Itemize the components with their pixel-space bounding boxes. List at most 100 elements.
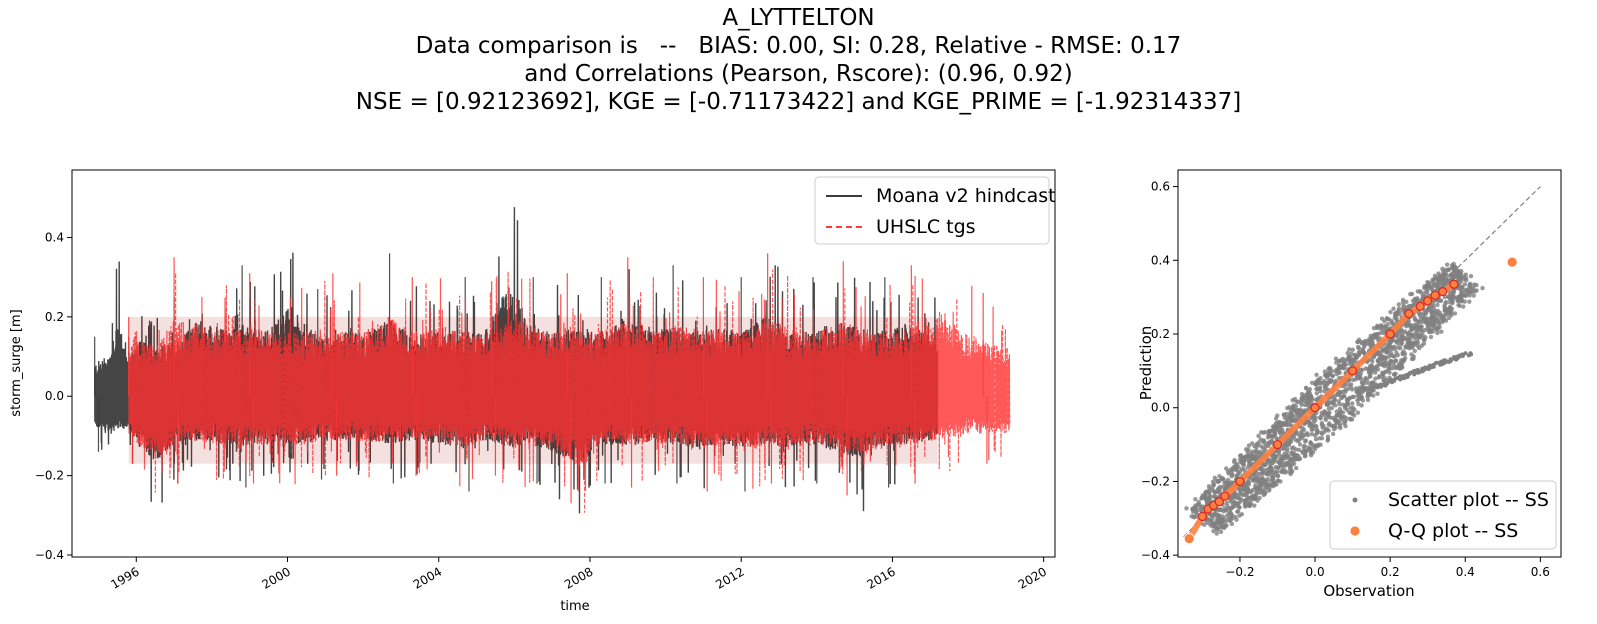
scatter-point	[1261, 438, 1266, 443]
scatter-point	[1369, 337, 1374, 343]
scatter-branch-point	[1439, 362, 1444, 367]
timeseries-ytick-label: −0.4	[35, 548, 64, 562]
scatter-point	[1467, 293, 1472, 298]
scatter-point	[1428, 327, 1434, 333]
legend-label-qq: Q-Q plot -- SS	[1388, 520, 1518, 542]
scatter-point	[1326, 372, 1331, 377]
scatter-point	[1406, 344, 1412, 349]
scatter-point	[1391, 306, 1396, 311]
scatter-point	[1422, 284, 1427, 289]
scatter-point	[1394, 312, 1399, 318]
scatter-point	[1356, 337, 1362, 342]
scatter-point	[1340, 363, 1346, 368]
scatter-xlabel: Observation	[1323, 582, 1414, 600]
scatter-point	[1250, 487, 1256, 493]
scatter-point	[1333, 403, 1338, 408]
scatter-point	[1215, 527, 1220, 532]
scatter-point	[1443, 299, 1449, 305]
scatter-point	[1231, 494, 1237, 500]
scatter-point	[1263, 489, 1268, 495]
scatter-point	[1236, 464, 1241, 470]
scatter-point	[1326, 413, 1331, 419]
scatter-point	[1412, 348, 1418, 354]
scatter-point	[1264, 485, 1269, 490]
scatter-point	[1452, 311, 1458, 316]
scatter-point	[1209, 519, 1215, 524]
scatter-point	[1450, 300, 1455, 306]
scatter-point	[1459, 291, 1464, 297]
stats-line: Data comparison is -- BIAS: 0.00, SI: 0.…	[415, 33, 1182, 59]
scatter-point	[1210, 515, 1215, 521]
scatter-point	[1223, 507, 1229, 513]
scatter-point	[1235, 509, 1240, 514]
scatter-point	[1388, 309, 1393, 315]
scatter-point	[1302, 453, 1308, 459]
scatter-point	[1472, 282, 1477, 287]
scatter-point	[1371, 393, 1376, 398]
scatter-point	[1431, 305, 1437, 310]
scatter-point	[1244, 492, 1249, 497]
scatter-point	[1440, 266, 1445, 272]
scatter-point	[1210, 485, 1215, 490]
qq-point	[1348, 366, 1358, 376]
scatter-point	[1374, 364, 1380, 369]
scatter-point	[1368, 333, 1373, 339]
scatter-point	[1245, 481, 1250, 486]
scatter-legend-box	[1329, 480, 1557, 550]
scatter-point	[1404, 335, 1410, 340]
scatter-point	[1316, 442, 1321, 447]
scatter-point	[1313, 418, 1318, 423]
scatter-point	[1246, 447, 1251, 452]
scatter-ytick-label: 0.2	[1151, 327, 1170, 341]
scatter-point	[1422, 337, 1427, 343]
scatter-point	[1273, 459, 1278, 464]
scatter-point	[1344, 407, 1350, 412]
scatter-point	[1273, 421, 1279, 426]
scatter-point	[1284, 419, 1289, 424]
scatter-branch-point	[1401, 375, 1406, 380]
scatter-point	[1396, 302, 1402, 307]
scatter-point	[1290, 405, 1295, 411]
timeseries-xtick-label: 1996	[108, 564, 141, 591]
scatter-point	[1371, 355, 1377, 360]
scatter-point	[1373, 335, 1378, 340]
scatter-point	[1480, 285, 1485, 291]
scatter-point	[1337, 406, 1343, 412]
scatter-point	[1425, 279, 1430, 285]
scatter-point	[1270, 483, 1276, 489]
scatter-point	[1321, 412, 1327, 417]
scatter-point	[1289, 450, 1294, 455]
scatter-point	[1240, 461, 1245, 467]
scatter-point	[1309, 380, 1315, 385]
scatter-point	[1437, 298, 1443, 303]
legend-marker-qq	[1349, 525, 1361, 537]
scatter-point	[1229, 474, 1234, 479]
scatter-point	[1334, 360, 1339, 365]
scatter-point	[1391, 362, 1397, 368]
scatter-point	[1259, 466, 1264, 471]
scatter-point	[1443, 307, 1448, 312]
scatter-point	[1325, 438, 1330, 443]
timeseries-legend-box	[814, 176, 1050, 245]
scatter-point	[1231, 459, 1237, 465]
scatter-point	[1220, 514, 1226, 519]
scatter-point	[1252, 444, 1257, 449]
scatter-point	[1194, 514, 1199, 519]
timeseries-ytick-label: −0.2	[35, 469, 64, 483]
scatter-point	[1435, 302, 1440, 308]
scatter-point	[1373, 370, 1378, 375]
timeseries-axes-frame	[71, 169, 1056, 558]
scatter-branch-point	[1417, 369, 1422, 374]
scatter-point	[1397, 366, 1402, 371]
qq-point	[1423, 296, 1433, 306]
qq-point	[1235, 476, 1245, 487]
scatter-branch-point	[1372, 384, 1377, 389]
scatter-point	[1210, 479, 1216, 484]
scatter-point	[1342, 383, 1347, 389]
scatter-branch-point	[1398, 377, 1403, 382]
scatter-branch-point	[1421, 368, 1426, 373]
scatter-point	[1461, 304, 1466, 309]
scatter-point	[1297, 456, 1303, 461]
scatter-point	[1266, 457, 1272, 462]
scatter-point	[1368, 371, 1374, 376]
